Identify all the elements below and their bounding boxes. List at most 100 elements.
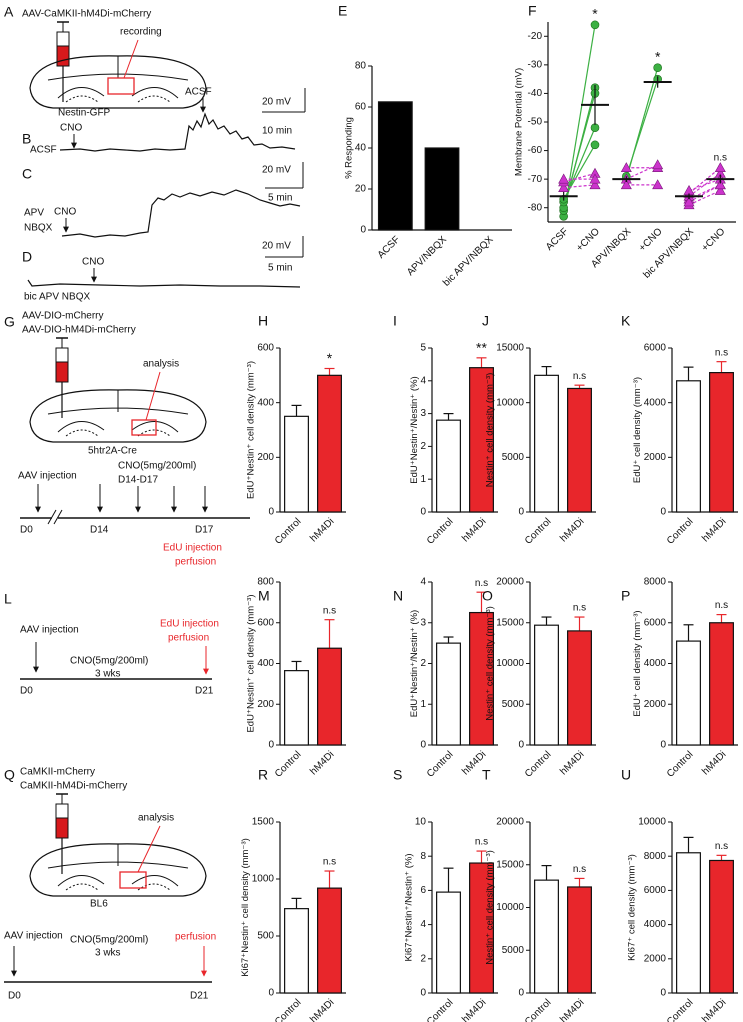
timeline-label: AAV injection	[18, 471, 77, 482]
scale-label: 10 min	[262, 126, 292, 137]
x-tick-label: Control	[273, 516, 304, 547]
condition-label: ACSF	[30, 145, 57, 156]
y-tick-label: 0	[660, 740, 666, 751]
target-box	[131, 419, 157, 436]
y-tick-label: 0	[360, 225, 366, 236]
significance-label: n.s	[715, 347, 728, 358]
y-tick-label: 6000	[644, 885, 667, 896]
drug-label: CNO	[54, 207, 76, 218]
mouse-label: BL6	[90, 899, 108, 910]
y-tick-label: 2000	[644, 699, 667, 710]
bar	[567, 630, 592, 746]
bar	[284, 670, 309, 746]
panel-letter: G	[4, 314, 15, 330]
bar	[676, 852, 701, 994]
x-tick-label: Control	[665, 516, 696, 547]
panel-letter: M	[258, 588, 270, 604]
target-box	[119, 871, 147, 889]
panel-letter: H	[258, 313, 268, 329]
significance-label: n.s	[323, 857, 336, 868]
y-tick-label: 600	[257, 617, 274, 628]
data-point	[558, 182, 570, 193]
y-tick-label: 0	[518, 988, 524, 999]
y-tick-label: 15000	[496, 617, 524, 628]
x-tick-label: hM4Di	[700, 749, 728, 777]
bar	[534, 879, 559, 994]
y-tick-label: 8	[420, 851, 426, 862]
day-label: D21	[195, 686, 214, 697]
data-point	[620, 179, 632, 190]
x-tick-label: +CNO	[574, 226, 602, 254]
data-point	[652, 179, 664, 190]
day-label: D0	[20, 525, 33, 536]
bar	[709, 372, 734, 513]
virus-label: AAV-DIO-mCherry	[22, 311, 104, 322]
y-tick-label: 200	[257, 452, 274, 463]
data-point	[714, 179, 726, 190]
y-tick-label: 0	[420, 740, 426, 751]
x-tick-label: +CNO	[700, 226, 728, 254]
significance-label: n.s	[715, 600, 728, 611]
brain-section	[29, 843, 207, 897]
y-axis-label: Membrane Potential (mV)	[514, 68, 525, 176]
trace	[59, 112, 296, 152]
y-axis-label: EdU⁺Nestin⁺ cell density (mm⁻³)	[246, 594, 257, 732]
timeline-label: AAV injection	[4, 931, 63, 942]
y-tick-label: 8000	[644, 851, 667, 862]
timeline-label: 3 wks	[95, 669, 121, 680]
y-tick-label: 5000	[502, 945, 525, 956]
bar	[709, 622, 734, 746]
brain-section	[29, 55, 207, 109]
y-axis-label: Ki67⁺ cell density (mm⁻³)	[627, 854, 638, 961]
y-tick-label: -80	[528, 202, 543, 213]
panel-a: A AAV-CaMKII-hM4Di-mCherry recording Nes…	[4, 4, 207, 119]
condition-label: NBQX	[24, 223, 53, 234]
x-tick-label: Control	[523, 997, 554, 1022]
significance-label: *	[655, 48, 661, 64]
panel-letter: I	[393, 313, 397, 329]
x-tick-label: Control	[523, 516, 554, 547]
panel-d: D CNO bic APV NBQX 20 mV 5 min	[22, 236, 304, 303]
pair-line	[626, 164, 658, 180]
scale-label: 20 mV	[262, 165, 291, 176]
y-tick-label: -30	[528, 59, 543, 70]
y-tick-label: 3	[420, 408, 426, 419]
pair-line	[563, 172, 596, 183]
y-tick-label: 200	[257, 699, 274, 710]
y-axis-label: Nestin⁺ cell density (mm⁻³)	[485, 373, 496, 488]
timeline-label: CNO(5mg/200ml)	[118, 461, 196, 472]
y-tick-label: 6	[420, 885, 426, 896]
scale-bar	[262, 88, 306, 113]
data-point	[590, 140, 600, 150]
data-point	[683, 196, 695, 207]
panel-letter: B	[22, 131, 31, 147]
pair-line	[563, 144, 596, 200]
y-tick-label: 6000	[644, 343, 667, 354]
x-tick-label: Control	[425, 516, 456, 547]
y-axis-label: EdU⁺ cell density (mm⁻³)	[632, 377, 643, 483]
y-axis-label: EdU⁺ cell density (mm⁻³)	[632, 610, 643, 716]
x-tick-label: Control	[523, 749, 554, 780]
timeline-label: CNO(5mg/200ml)	[70, 656, 148, 667]
x-tick-label: ACSF	[376, 234, 403, 261]
trace	[27, 279, 301, 288]
x-tick-label: hM4Di	[558, 997, 586, 1022]
y-tick-label: 40	[355, 143, 367, 154]
significance-label: **	[476, 340, 487, 356]
y-tick-label: 0	[420, 988, 426, 999]
y-tick-label: 0	[518, 507, 524, 518]
bar	[424, 147, 460, 231]
y-tick-label: 20000	[496, 577, 524, 588]
scale-label: 20 mV	[262, 241, 291, 252]
panel-letter: Q	[4, 767, 15, 783]
bar	[567, 886, 592, 994]
day-label: D17	[195, 525, 214, 536]
y-tick-label: 80	[355, 61, 367, 72]
pointer	[123, 39, 139, 79]
data-point	[589, 173, 601, 184]
x-tick-label: APV/NBQX	[405, 234, 449, 278]
y-tick-label: 10	[415, 817, 427, 828]
y-tick-label: 20	[355, 184, 367, 195]
panel-c: C APV NBQX CNO 20 mV 5 min	[22, 162, 304, 238]
y-tick-label: 2	[420, 658, 426, 669]
